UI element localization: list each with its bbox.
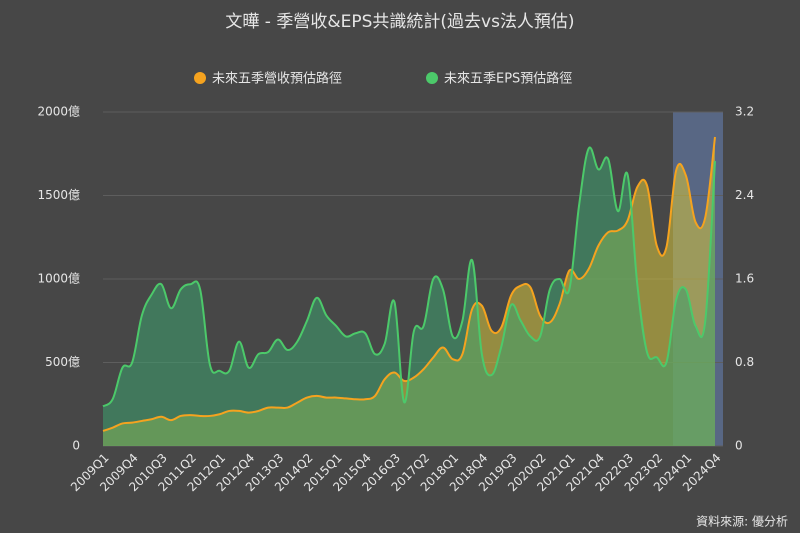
legend-marker — [426, 72, 438, 84]
y-tick-label: 0 — [72, 439, 80, 453]
y2-tick-label: 0 — [735, 439, 743, 453]
legend-marker — [194, 72, 206, 84]
chart-title: 文曄 - 季營收&EPS共識統計(過去vs法人預估) — [225, 12, 574, 32]
y-tick-label: 2000億 — [37, 105, 80, 119]
legend-label: 未來五季營收預估路徑 — [212, 71, 342, 87]
y2-tick-label: 1.6 — [735, 272, 754, 286]
y2-tick-label: 0.8 — [735, 355, 754, 369]
y2-tick-label: 3.2 — [735, 105, 754, 119]
y-tick-label: 1000億 — [37, 272, 80, 286]
legend-label: 未來五季EPS預估路徑 — [444, 71, 572, 87]
y-tick-label: 500億 — [45, 355, 80, 369]
area — [103, 147, 715, 446]
y2-tick-label: 2.4 — [735, 188, 754, 202]
line — [102, 136, 716, 432]
y-tick-label: 1500億 — [37, 188, 80, 202]
source: 資料來源: 優分析 — [696, 515, 788, 529]
line — [102, 146, 716, 408]
